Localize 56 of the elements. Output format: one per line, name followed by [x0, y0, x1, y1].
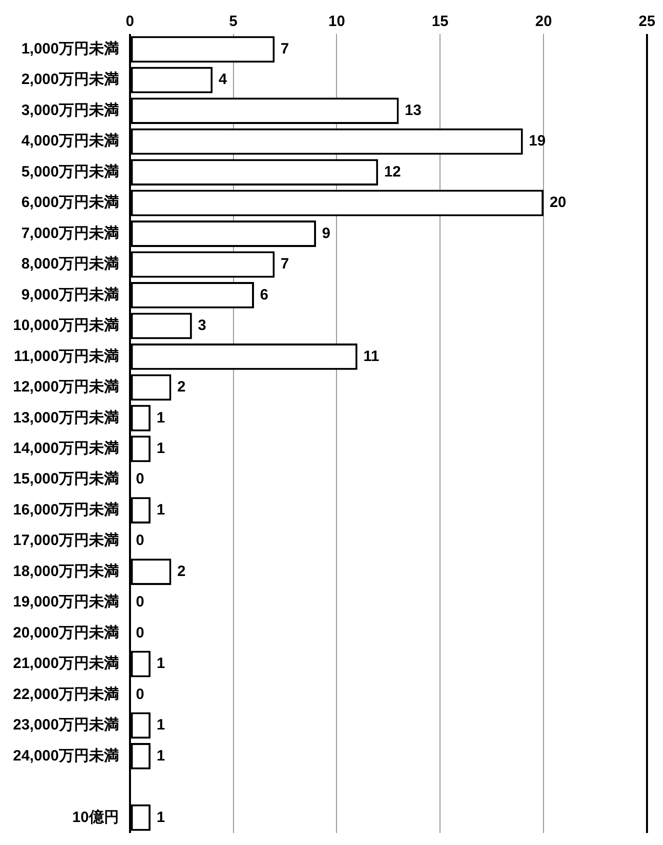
data-label: 4 [218, 71, 228, 88]
y-tick-label: 17,000万円未満 [12, 532, 119, 550]
x-tick-label: 0 [126, 13, 134, 30]
y-tick-label: 4,000万円未満 [21, 132, 119, 150]
y-tick-label: 8,000万円未満 [21, 256, 119, 273]
y-tick-label: 18,000万円未満 [12, 562, 119, 580]
y-tick-label: 24,000万円未満 [12, 747, 119, 764]
data-label: 3 [198, 317, 206, 334]
y-tick-label: 15,000万円未満 [12, 470, 119, 488]
data-label: 11 [363, 348, 380, 365]
data-label: 6 [260, 286, 268, 304]
x-tick-label: 20 [535, 13, 552, 30]
data-label: 20 [550, 194, 566, 212]
data-label: 0 [136, 532, 144, 550]
data-label: 7 [280, 256, 290, 273]
y-tick-label: 14,000万円未満 [12, 440, 119, 458]
x-tick-label: 10 [328, 13, 346, 30]
data-label: 1 [156, 716, 165, 734]
data-label: 1 [156, 501, 165, 518]
data-label: 12 [384, 163, 401, 180]
y-tick-label: 10,000万円未満 [12, 317, 119, 334]
data-label: 1 [156, 747, 165, 764]
y-tick-label: 6,000万円未満 [21, 194, 119, 212]
x-tick-label: 25 [638, 13, 656, 30]
data-label: 0 [136, 470, 144, 488]
y-tick-label: 3,000万円未満 [21, 102, 119, 119]
data-label: 0 [136, 686, 144, 703]
y-tick-label: 16,000万円未満 [12, 501, 119, 518]
x-tick-label: 15 [432, 13, 448, 30]
data-label: 7 [280, 40, 290, 58]
data-label: 13 [404, 102, 422, 119]
data-label: 1 [156, 409, 165, 426]
data-label: 1 [156, 655, 165, 672]
y-tick-label: 7,000万円未満 [21, 224, 119, 242]
x-tick-label: 5 [229, 13, 238, 30]
data-label: 2 [177, 562, 186, 580]
y-tick-label: 23,000万円未満 [12, 716, 119, 734]
y-tick-label: 11,000万円未満 [14, 348, 119, 365]
data-label: 0 [136, 624, 144, 642]
data-label: 19 [528, 132, 546, 150]
y-tick-label: 10億円 [72, 808, 119, 826]
y-tick-label: 1,000万円未満 [21, 40, 119, 58]
y-tick-label: 20,000万円未満 [12, 624, 119, 642]
y-tick-label: 21,000万円未満 [12, 655, 119, 672]
y-tick-label: 22,000万円未満 [12, 686, 119, 703]
data-label: 1 [156, 808, 165, 826]
data-label: 0 [136, 594, 144, 611]
y-tick-label: 19,000万円未満 [12, 594, 119, 611]
y-tick-label: 2,000万円未満 [21, 71, 119, 88]
data-label: 1 [156, 440, 165, 458]
data-label: 2 [177, 378, 186, 396]
y-tick-label: 13,000万円未満 [12, 409, 119, 426]
y-tick-label: 5,000万円未満 [21, 163, 119, 180]
y-tick-label: 12,000万円未満 [12, 378, 119, 396]
data-label: 9 [322, 224, 330, 242]
y-tick-label: 9,000万円未満 [21, 286, 119, 304]
